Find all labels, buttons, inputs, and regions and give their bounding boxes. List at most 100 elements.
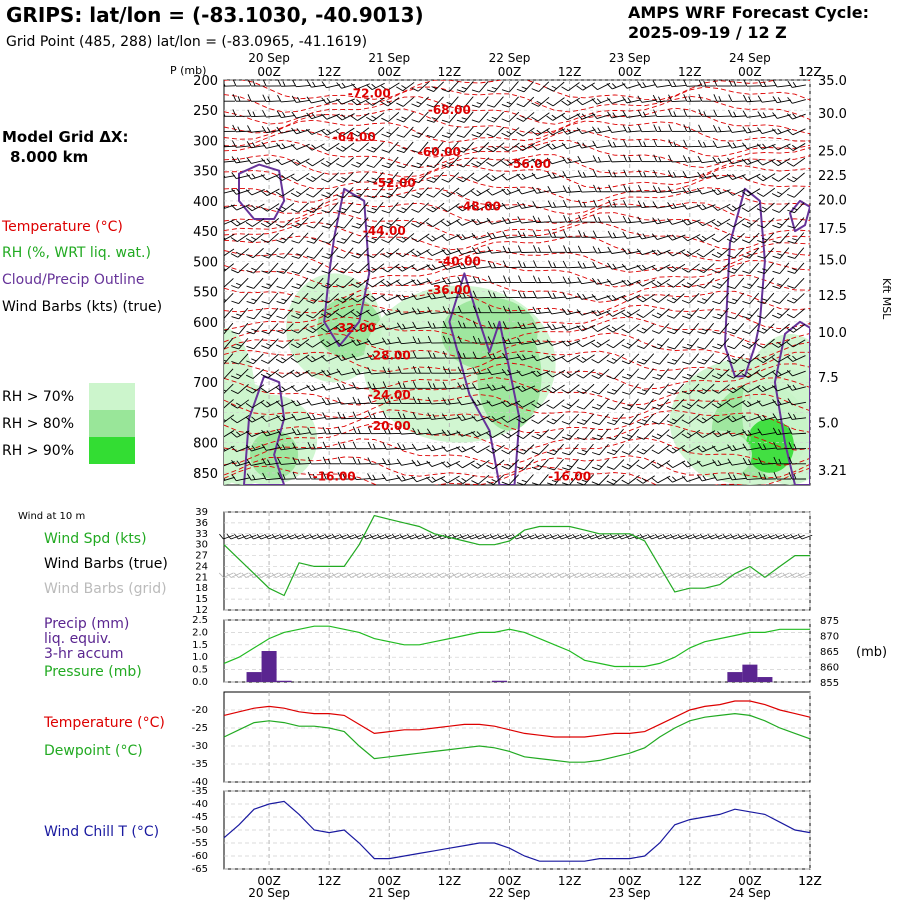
- wind-barb: [456, 111, 474, 123]
- legend-pressure: Pressure (mb): [44, 664, 142, 680]
- wind-barb-staff: [613, 474, 625, 485]
- wind-barb: [426, 126, 444, 138]
- wind-barb-staff: [491, 357, 506, 360]
- wind-barb: [772, 202, 790, 213]
- wind-barb-staff: [476, 386, 491, 391]
- wind-barb: [426, 278, 446, 285]
- pressure-tick-label: 870: [820, 632, 839, 643]
- precip-bar: [727, 672, 743, 682]
- wind-barb-flag: [682, 171, 688, 179]
- wind-barb-staff: [461, 401, 476, 406]
- wind-barb-staff: [224, 461, 235, 468]
- wind-barb: [230, 248, 249, 258]
- wind-barb-staff: [627, 279, 641, 286]
- wind-barb-flag: [516, 450, 524, 455]
- wind-barb-flag: [772, 300, 780, 304]
- wind-barb-flag: [411, 208, 419, 213]
- wind-barb-flag: [231, 140, 237, 148]
- wind-barb-flag: [597, 247, 602, 253]
- wind-barb: [666, 308, 685, 319]
- y-tick-label: 15: [195, 594, 208, 605]
- wind-barb: [636, 353, 655, 365]
- wind-barb: [562, 185, 581, 193]
- wind-barb-staff: [613, 353, 625, 364]
- wind-barb-flag: [531, 466, 540, 471]
- wind-barb-flag: [583, 201, 587, 208]
- grid-wind-barb: [542, 572, 557, 578]
- wind-barb-flag: [636, 361, 645, 365]
- wind-barb-staff: [251, 159, 266, 164]
- wind-barb-staff: [703, 263, 715, 273]
- wind-barb-flag: [672, 203, 677, 208]
- wind-at-10m-label: Wind at 10 m: [18, 511, 85, 522]
- wind-barb-staff: [583, 383, 595, 395]
- wind-barb-flag: [381, 281, 388, 287]
- wind-barb-flag: [576, 357, 584, 363]
- wind-barb-flag: [281, 386, 286, 391]
- wind-barb: [366, 97, 385, 106]
- wind-barb-staff: [417, 81, 430, 92]
- wind-barb: [563, 214, 581, 223]
- wind-barb: [230, 445, 250, 453]
- wind-barb-flag: [521, 417, 527, 422]
- wind-barb: [591, 98, 611, 105]
- wind-barb-staff: [583, 413, 594, 425]
- wind-barb: [321, 308, 340, 319]
- wind-barb-flag: [461, 234, 466, 239]
- wind-barb-flag: [532, 306, 537, 314]
- wind-barb-staff: [431, 327, 446, 329]
- true-wind-barb: [249, 533, 264, 540]
- wind-barb-flag: [372, 413, 376, 419]
- wind-barb-flag: [351, 163, 359, 168]
- wind-barb-flag: [641, 264, 647, 270]
- wind-barb-staff: [764, 262, 775, 274]
- wind-barb-staff: [251, 477, 266, 481]
- wind-barb: [261, 429, 280, 437]
- wind-barb: [486, 157, 505, 167]
- wind-barb: [351, 367, 371, 375]
- wind-barb-flag: [486, 203, 493, 210]
- wind-barb-staff: [446, 387, 461, 390]
- wind-barb: [366, 263, 385, 273]
- wind-barb-flag: [336, 382, 342, 390]
- grid-wind-barb: [331, 572, 347, 578]
- wind-barb-flag: [697, 361, 705, 365]
- wind-barb-flag: [426, 278, 433, 285]
- wind-barb-staff: [343, 172, 354, 183]
- wind-barb: [531, 414, 550, 424]
- wind-barb-flag: [232, 109, 237, 117]
- wind-barb-staff: [552, 355, 566, 362]
- wind-barb-flag: [352, 382, 357, 390]
- wind-barb-staff: [478, 126, 489, 138]
- wind-barb-staff: [581, 113, 596, 120]
- wind-barb-flag: [683, 109, 688, 117]
- legend-wind-speed: Wind Spd (kts): [44, 531, 147, 547]
- wind-barb-flag: [598, 217, 602, 223]
- wind-barb-flag: [381, 195, 390, 199]
- wind-barb-flag: [411, 475, 418, 483]
- wind-barb-flag: [441, 221, 448, 227]
- wind-barb: [350, 309, 370, 317]
- wind-barb: [608, 169, 626, 178]
- wind-barb-staff: [386, 462, 401, 466]
- wind-barb: [321, 81, 341, 89]
- temperature-contour: [224, 235, 810, 262]
- wind-barb: [292, 457, 311, 465]
- wind-barb-flag: [772, 270, 780, 274]
- wind-barb-staff: [611, 99, 626, 104]
- wind-barb-flag: [282, 81, 286, 87]
- wind-barb-flag: [551, 114, 557, 119]
- legend-rh70: RH > 70%: [2, 389, 74, 405]
- wind-barb: [381, 171, 399, 184]
- wind-barb: [275, 188, 295, 197]
- wind-barb: [546, 414, 565, 425]
- wind-barb: [742, 247, 760, 259]
- wind-barb-flag: [306, 240, 315, 244]
- wind-barb-staff: [734, 323, 745, 335]
- wind-barb-staff: [689, 368, 700, 380]
- wind-barb-flag: [412, 336, 417, 344]
- wind-barb: [486, 459, 505, 470]
- wind-barb: [426, 172, 444, 183]
- wind-barb-flag: [568, 216, 572, 223]
